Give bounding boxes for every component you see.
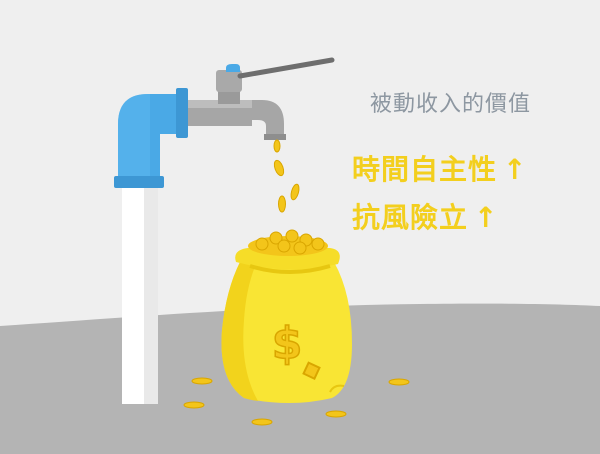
dollar-sign-icon: $ <box>272 318 303 369</box>
faucet-icon <box>188 57 335 140</box>
coin-icon <box>183 401 205 409</box>
falling-coins <box>273 139 300 213</box>
up-arrow-icon: ↑ <box>503 153 528 186</box>
coin-icon <box>325 410 347 418</box>
coin-icon <box>273 139 281 153</box>
scattered-coins <box>183 377 410 426</box>
caption-title: 被動收入的價值 <box>370 92 532 117</box>
coin-icon <box>273 159 285 177</box>
pipe-elbow <box>114 88 188 188</box>
benefit-risk-resistance: 抗風險立 ↑ <box>352 196 498 236</box>
money-bag-icon <box>221 229 352 403</box>
benefit-label: 時間自主性 <box>352 153 498 186</box>
bag-patch <box>302 361 321 380</box>
benefit-time-autonomy: 時間自主性 ↑ <box>352 148 527 188</box>
up-arrow-icon: ↑ <box>474 201 499 234</box>
coin-icon <box>278 195 286 213</box>
coin-icon <box>191 377 213 385</box>
benefit-label: 抗風險立 <box>352 201 469 234</box>
coin-icon <box>388 378 410 386</box>
pipe-shade <box>144 178 158 404</box>
coin-icon <box>251 418 273 426</box>
coin-icon <box>290 183 300 201</box>
